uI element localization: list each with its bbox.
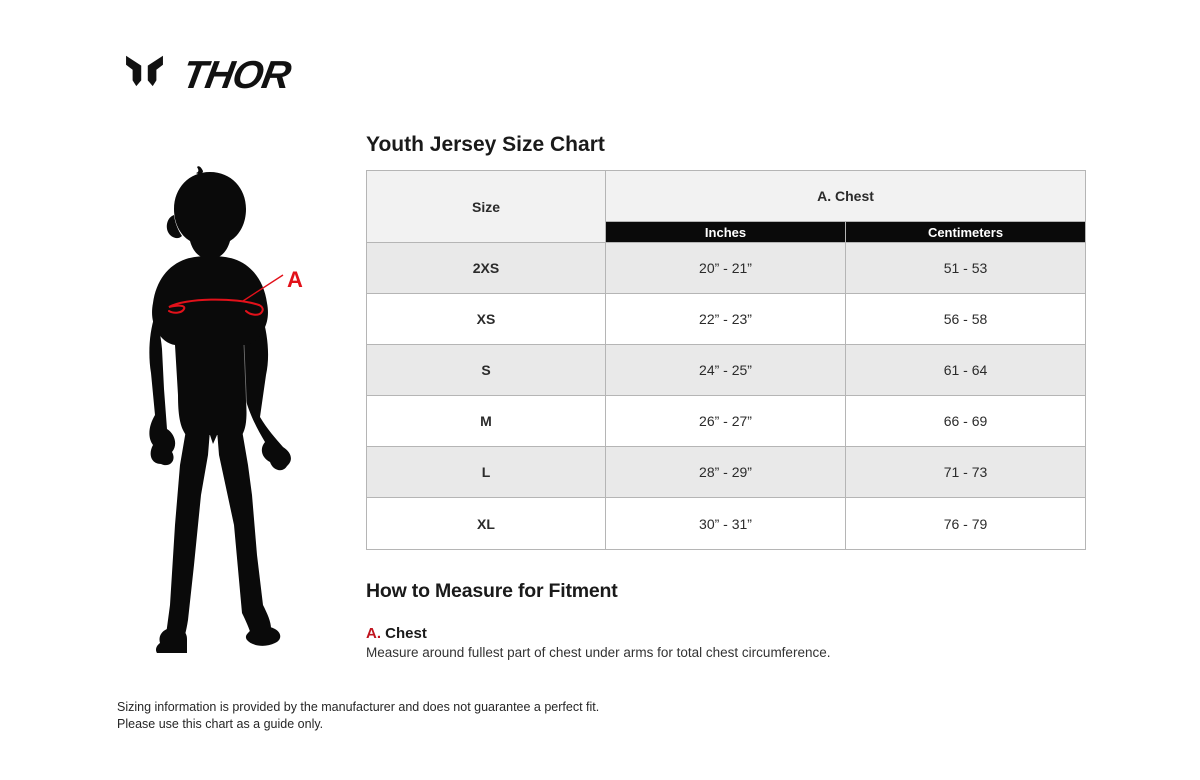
svg-text:A: A xyxy=(287,267,303,292)
